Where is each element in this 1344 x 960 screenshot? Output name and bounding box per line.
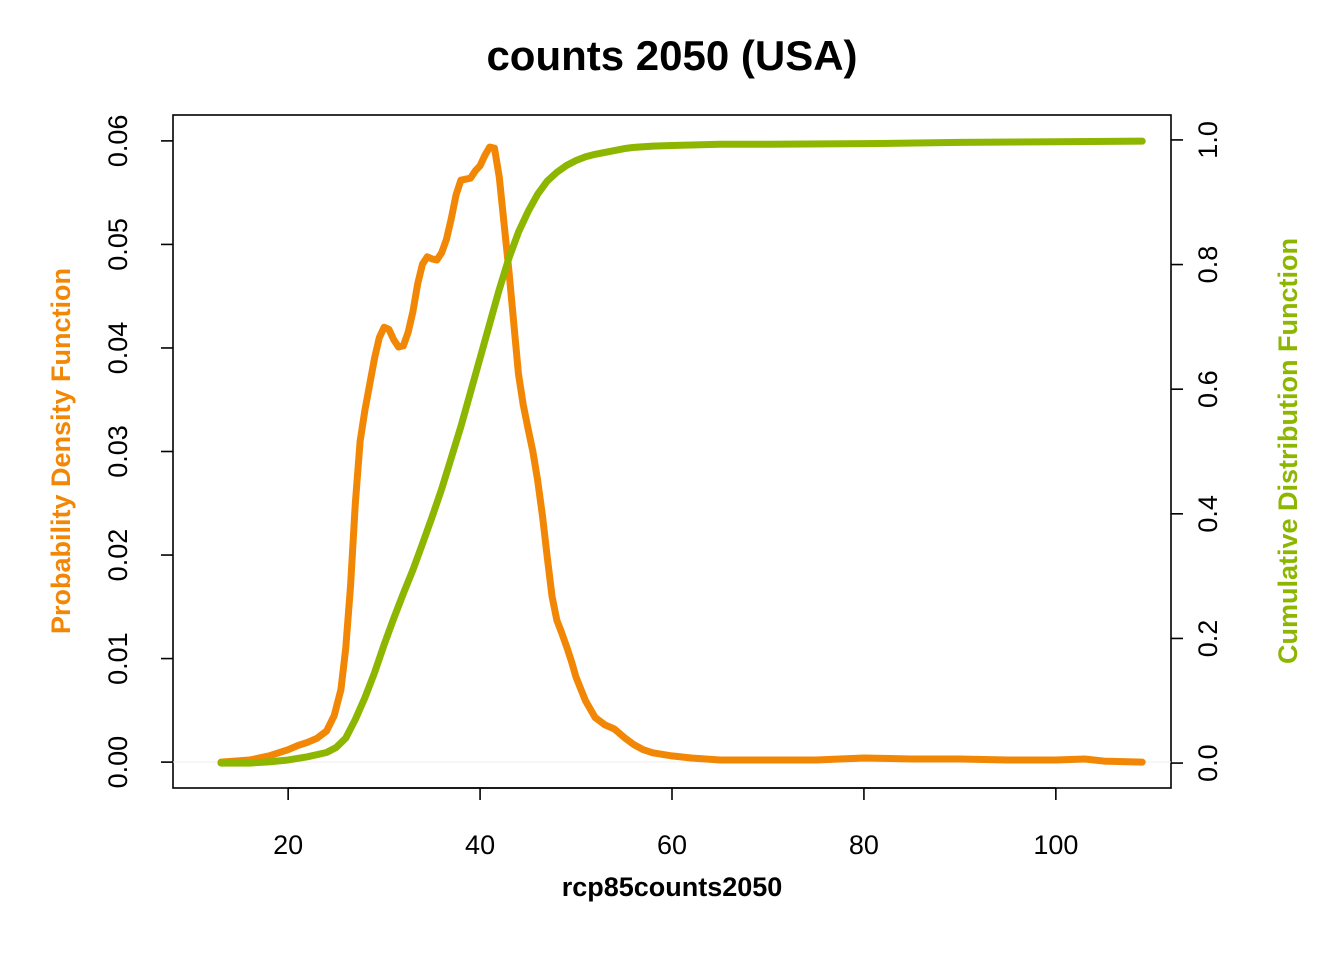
y-right-tick-label: 1.0	[1193, 121, 1223, 159]
y-right-tick-label: 0.2	[1193, 620, 1223, 658]
y-left-tick-label: 0.00	[103, 736, 133, 789]
x-tick-label: 100	[1033, 830, 1078, 860]
y-axis-left: 0.00 0.01 0.02 0.03 0.04 0.05 0.06	[103, 115, 173, 789]
chart-title: counts 2050 (USA)	[486, 32, 857, 79]
y-left-tick-label: 0.06	[103, 115, 133, 168]
plot-frame	[172, 114, 1172, 789]
x-tick-label: 60	[657, 830, 687, 860]
y-right-tick-label: 0.0	[1193, 744, 1223, 782]
y-left-tick-label: 0.05	[103, 218, 133, 271]
cdf-series-line	[217, 137, 1146, 767]
y-axis-label-right: Cumulative Distribution Function	[1273, 238, 1303, 664]
x-axis-label: rcp85counts2050	[562, 872, 783, 902]
x-axis: 20 40 60 80 100	[273, 787, 1078, 860]
y-left-tick-label: 0.02	[103, 529, 133, 582]
y-right-tick-label: 0.4	[1193, 495, 1223, 533]
x-tick-label: 20	[273, 830, 303, 860]
y-right-tick-label: 0.6	[1193, 370, 1223, 408]
y-axis-label-left: Probability Density Function	[46, 268, 76, 634]
y-right-tick-label: 0.8	[1193, 246, 1223, 284]
y-axis-right: 0.0 0.2 0.4 0.6 0.8 1.0	[1171, 121, 1223, 782]
x-tick-label: 40	[465, 830, 495, 860]
y-left-tick-label: 0.04	[103, 322, 133, 375]
y-left-tick-label: 0.03	[103, 425, 133, 478]
y-left-tick-label: 0.01	[103, 632, 133, 685]
series-layer	[217, 137, 1146, 767]
x-tick-label: 80	[849, 830, 879, 860]
pdf-series-line	[217, 143, 1146, 766]
